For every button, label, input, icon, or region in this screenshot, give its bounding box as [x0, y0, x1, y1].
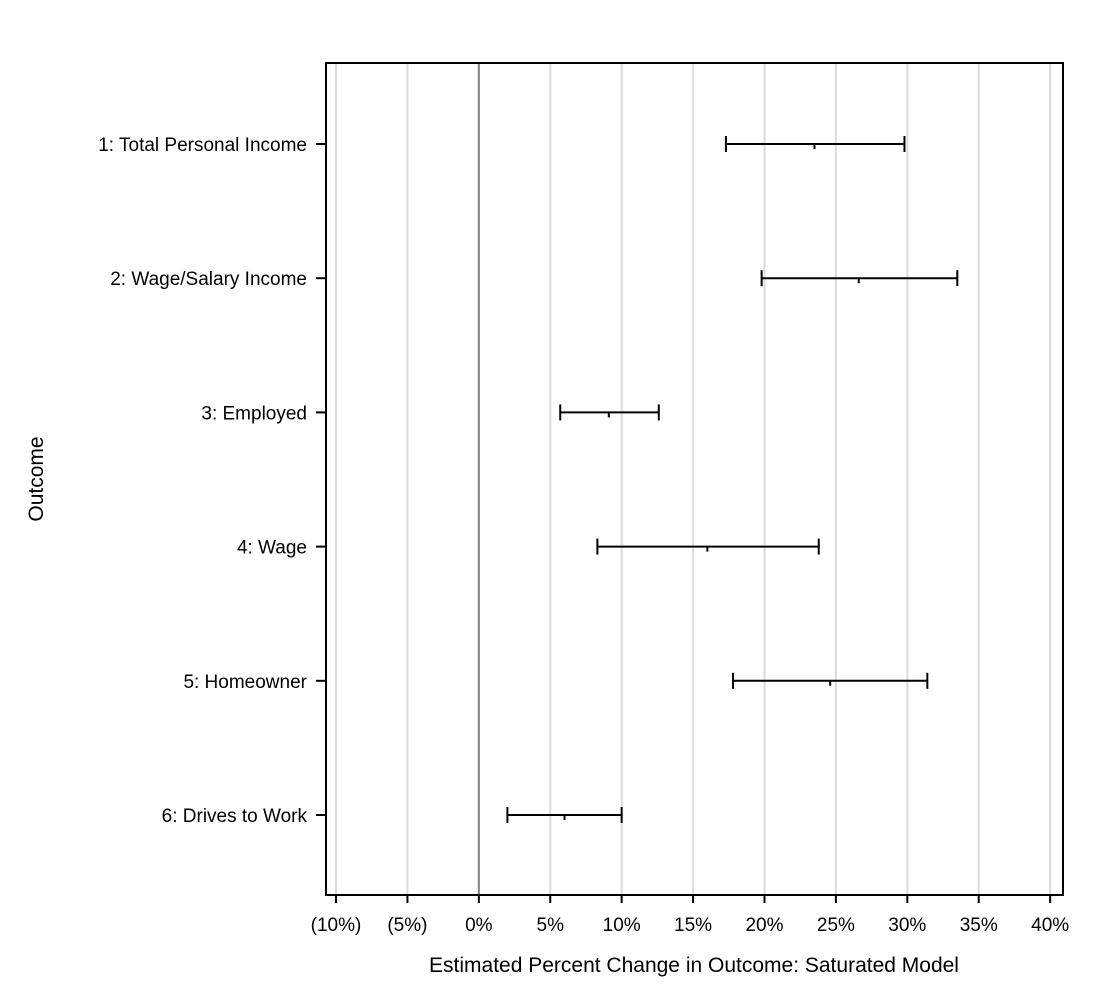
x-tick-label: 0%	[465, 915, 493, 936]
plot-frame	[325, 62, 1064, 896]
x-tick-label: (10%)	[311, 915, 362, 936]
y-axis: 1: Total Personal Income 2: Wage/Salary I…	[98, 135, 326, 827]
y-tick-label: 4: Wage	[237, 538, 307, 559]
x-tick-label: 15%	[674, 915, 712, 936]
x-axis: (10%) (5%) 0% 5% 10% 15% 20% 25% 30% 35% 40%	[311, 895, 1069, 936]
y-tick-label: 5: Homeowner	[183, 672, 307, 693]
y-tick-label: 3: Employed	[201, 403, 307, 424]
y-tick-label: 2: Wage/Salary Income	[110, 269, 307, 290]
x-tick-label: 20%	[745, 915, 783, 936]
x-tick-label: 10%	[603, 915, 641, 936]
x-tick-label: 40%	[1031, 915, 1069, 936]
interval-layer	[506, 136, 959, 823]
x-tick-label: 25%	[817, 915, 855, 936]
x-tick-label: 5%	[537, 915, 565, 936]
x-tick-label: 35%	[960, 915, 998, 936]
grid-layer	[334, 63, 1052, 895]
y-tick-label: 6: Drives to Work	[162, 806, 308, 827]
x-tick-label: 30%	[888, 915, 926, 936]
x-axis-title: Estimated Percent Change in Outcome: Sat…	[429, 954, 959, 977]
x-tick-label: (5%)	[387, 915, 427, 936]
y-tick-label: 1: Total Personal Income	[98, 135, 307, 156]
y-axis-title: Outcome	[25, 436, 48, 521]
